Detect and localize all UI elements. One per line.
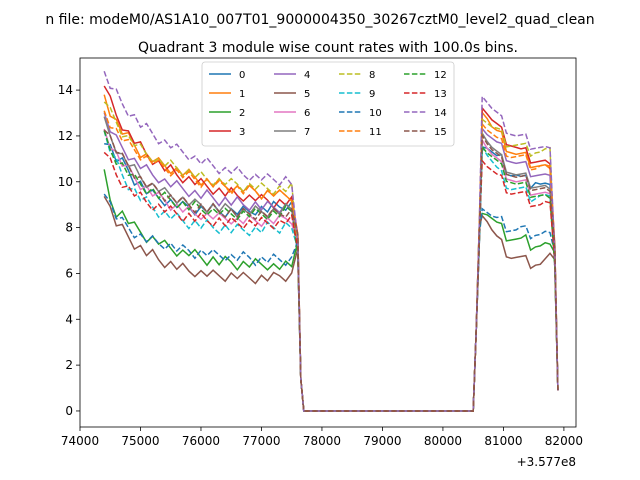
- x-tick-label: 75000: [121, 434, 159, 448]
- legend-label: 12: [434, 70, 447, 81]
- legend-label: 9: [369, 89, 375, 100]
- x-tick-label: 81000: [484, 434, 522, 448]
- legend-label: 10: [369, 108, 382, 119]
- legend-label: 7: [304, 127, 310, 138]
- y-tick-label: 14: [58, 83, 73, 97]
- x-axis-offset-label: +3.577e8: [517, 455, 576, 469]
- legend-label: 3: [239, 127, 245, 138]
- legend-label: 2: [239, 108, 245, 119]
- series-line-14: [103, 71, 559, 412]
- x-tick-label: 82000: [545, 434, 583, 448]
- y-tick-label: 0: [65, 404, 73, 418]
- y-tick-label: 6: [65, 266, 73, 280]
- legend-label: 5: [304, 89, 310, 100]
- legend-label: 4: [304, 70, 310, 81]
- y-axis: 0 2 4 6 8 10 12 14: [58, 83, 80, 418]
- y-tick-label: 8: [65, 221, 73, 235]
- y-tick-label: 4: [65, 312, 73, 326]
- y-tick-label: 12: [58, 129, 73, 143]
- figure-suptitle: n file: modeM0/AS1A10_007T01_9000004350_…: [45, 12, 594, 28]
- legend-label: 1: [239, 89, 245, 100]
- plot-frame: [79, 57, 577, 428]
- legend-label: 8: [369, 70, 375, 81]
- legend-label: 11: [369, 127, 382, 138]
- legend-label: 6: [304, 108, 310, 119]
- x-axis: 74000 75000 76000 77000 78000 79000 80000 81000…: [61, 427, 583, 448]
- x-tick-label: 76000: [182, 434, 220, 448]
- legend-label: 14: [434, 108, 447, 119]
- x-tick-label: 79000: [363, 434, 401, 448]
- legend-label: 0: [239, 70, 245, 81]
- chart-title: Quadrant 3 module wise count rates with …: [138, 40, 518, 56]
- legend-label: 15: [434, 127, 447, 138]
- x-tick-label: 74000: [61, 434, 99, 448]
- y-tick-label: 2: [65, 358, 73, 372]
- legend-frame: [201, 61, 455, 147]
- x-tick-label: 77000: [242, 434, 280, 448]
- legend-label: 13: [434, 89, 447, 100]
- series-line-15: [103, 129, 559, 412]
- series-layer: [103, 71, 559, 412]
- y-tick-label: 10: [58, 175, 73, 189]
- x-tick-label: 78000: [303, 434, 341, 448]
- series-line-13: [103, 151, 559, 412]
- x-tick-label: 80000: [424, 434, 462, 448]
